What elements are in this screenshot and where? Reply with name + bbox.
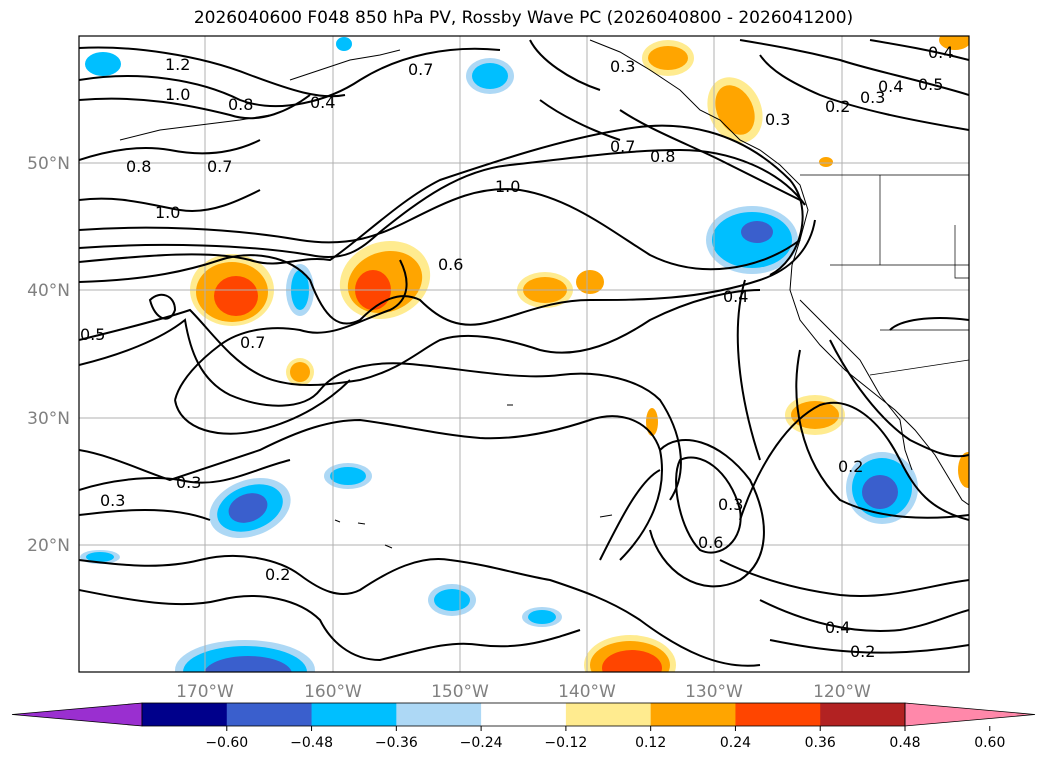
colorbar-border [141,702,906,727]
contour-label: 0.3 [765,110,790,129]
contour-label: 0.3 [860,88,885,107]
map-frame [78,35,970,673]
lon-label: 150°W [431,682,489,702]
colorbar-segment [650,703,736,726]
colorbar-tick-label: 0.36 [805,735,836,751]
map-title: 2026040600 F048 850 hPa PV, Rossby Wave … [193,8,854,28]
contour-label: 0.8 [126,157,151,176]
contour-label: 0.4 [878,77,903,96]
contour-label: 0.7 [207,157,232,176]
colorbar-segment [904,702,1036,727]
colorbar-segment [481,703,567,726]
contour-label: 0.7 [240,333,265,352]
lon-label: 130°W [685,682,743,702]
contour-label: 0.2 [850,642,875,661]
colorbar-tick-label: −0.12 [544,735,587,751]
longitude-labels: 170°W 160°W 150°W 140°W 130°W 120°W [176,682,871,702]
contour-label: 0.3 [718,495,743,514]
contour-label: 0.3 [176,473,201,492]
contour-label: 0.6 [438,255,463,274]
colorbar-segment [565,703,652,726]
contour-label: 0.3 [610,57,635,76]
contour-label: 0.2 [265,565,290,584]
colorbar-segment [226,703,313,726]
contour-label: 0.2 [838,457,863,476]
colorbar-tick-label: −0.48 [290,735,333,751]
contour-label: 0.8 [228,95,253,114]
pv-contours [79,39,969,667]
contour-label: 1.0 [495,177,520,196]
contour-label: 0.3 [100,491,125,510]
contour-label: 0.5 [918,75,943,94]
lon-label: 140°W [558,682,616,702]
lat-label: 30°N [27,409,70,429]
contour-label: 1.0 [155,203,180,222]
colorbar: −0.60 −0.48 −0.36 −0.24 −0.12 0.12 0.24 0.36 0.4… [11,702,1036,751]
colorbar-tick-label: −0.60 [205,735,248,751]
contour-label: 0.4 [723,287,748,306]
contour-label: 0.4 [825,618,850,637]
colorbar-segment [396,703,482,726]
colorbar-segment [142,703,228,726]
colorbar-segment [735,703,821,726]
lat-label: 20°N [27,536,70,556]
contour-labels: 1.2 1.0 0.8 0.4 0.7 0.8 0.7 1.0 1.0 0.5 … [80,43,953,661]
colorbar-tick-label: −0.24 [460,735,503,751]
contour-label: 0.7 [408,60,433,79]
contour-label: 0.4 [310,93,335,112]
contour-label: 0.4 [928,43,953,62]
lat-label: 50°N [27,154,70,174]
contour-label: 0.5 [80,325,105,344]
colorbar-tick-label: 0.48 [889,735,920,751]
contour-label: 0.7 [610,137,635,156]
colorbar-segment [311,703,397,726]
colorbar-segment [11,702,143,727]
colorbar-tick-label: 0.60 [974,735,1005,751]
contour-label: 0.8 [650,147,675,166]
map-gridlines [79,36,969,672]
lon-label: 170°W [176,682,234,702]
colorbar-tick-label: 0.12 [635,735,666,751]
colorbar-tick-label: 0.24 [720,735,751,751]
negative-anomaly-shading [80,37,918,672]
lon-label: 160°W [304,682,362,702]
contour-label: 1.0 [165,85,190,104]
colorbar-segment [820,703,906,726]
contour-label: 0.6 [698,533,723,552]
map-panel [79,36,969,672]
political-borders [800,174,969,376]
lon-label: 120°W [813,682,871,702]
contour-label: 0.2 [825,97,850,116]
lat-label: 40°N [27,281,70,301]
contour-label: 1.2 [165,55,190,74]
latitude-labels: 50°N 40°N 30°N 20°N [27,154,70,556]
colorbar-tick-label: −0.36 [375,735,418,751]
